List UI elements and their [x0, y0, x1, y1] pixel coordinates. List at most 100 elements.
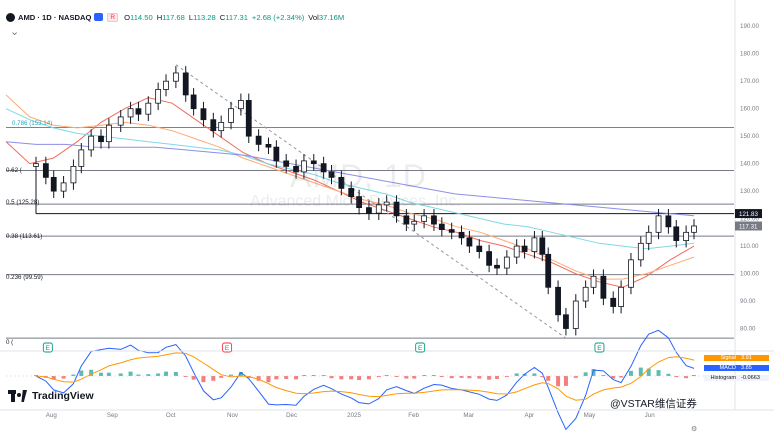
earnings-label: E — [597, 345, 602, 352]
candle-body-down — [265, 144, 272, 148]
price-tick-label: 170.00 — [740, 78, 759, 85]
candle — [348, 181, 355, 204]
candle-body-down — [458, 231, 465, 239]
candle-body-down — [476, 245, 483, 252]
macd-histogram-bar — [583, 372, 588, 376]
settings-gear-icon[interactable]: ⚙ — [691, 426, 698, 433]
earnings-marker: E — [42, 342, 53, 353]
candle — [582, 280, 589, 308]
macd-histogram-bar — [238, 371, 243, 376]
macd-histogram-bar — [532, 373, 537, 376]
candle-body-up — [421, 215, 428, 222]
tradingview-logo[interactable]: TradingView — [8, 390, 94, 402]
fib-label-0236: 0.236 (99.59) — [6, 274, 43, 281]
fib-label-0: 0 ( — [6, 339, 14, 346]
macd-histogram-bar — [321, 375, 326, 376]
candle-body-up — [301, 160, 307, 173]
macd-label: MACD — [704, 365, 738, 371]
low-label: L — [188, 12, 194, 22]
candles — [33, 66, 697, 336]
collapse-chevron-icon[interactable]: ⌄ — [10, 26, 20, 38]
time-tick-label: Dec — [286, 412, 297, 419]
candle — [494, 258, 500, 275]
candle — [448, 222, 455, 240]
macd-histogram-bar — [106, 372, 111, 376]
macd-histogram-bar — [34, 375, 38, 376]
candle — [78, 143, 85, 174]
macd-histogram-bar — [219, 376, 224, 378]
candle — [655, 208, 662, 240]
open-value: 114.50 — [130, 12, 153, 22]
low-value: 113.28 — [193, 12, 216, 22]
macd-histogram-bar — [201, 376, 206, 383]
candle-body-down — [545, 253, 552, 288]
candle — [431, 208, 437, 231]
candle-body-down — [563, 314, 569, 329]
candle — [421, 208, 428, 229]
candle — [255, 129, 262, 152]
time-tick-label: May — [584, 412, 597, 419]
candle — [513, 239, 520, 264]
time-tick-label: 2025 — [347, 412, 361, 419]
macd-histogram-bar — [674, 376, 679, 378]
candle — [210, 112, 217, 138]
candle-body-down — [328, 171, 335, 178]
macd-histogram-bar — [692, 375, 696, 376]
macd-histogram-bar — [173, 371, 178, 376]
candle — [637, 236, 644, 267]
candle-body-up — [618, 286, 625, 307]
candle-body-down — [255, 135, 262, 145]
candle — [458, 225, 465, 245]
macd-histogram-bar — [349, 376, 354, 380]
macd-histogram-bar — [51, 376, 56, 380]
histogram-label: Histogram — [704, 375, 738, 381]
macd-histogram-bar — [656, 370, 661, 376]
price-tick-label: 180.00 — [740, 51, 759, 58]
candle-body-down — [293, 165, 299, 173]
close-value: 117.31 — [225, 12, 248, 22]
return-badge[interactable]: R — [107, 12, 119, 22]
time-tick-label: Sep — [107, 412, 119, 419]
change-value: +2.68 (+2.34%) — [251, 12, 305, 22]
macd-histogram-bar — [376, 376, 381, 378]
symbol-title[interactable]: AMD · 1D · NASDAQ — [18, 12, 92, 22]
chart-header: AMD · 1D · NASDAQ R O114.50 H117.68 L113… — [6, 9, 348, 25]
candle — [117, 110, 124, 133]
macd-histogram-bar — [601, 375, 606, 376]
price-tag-box — [735, 209, 762, 219]
macd-histogram-bar — [514, 373, 519, 376]
candle-body-up — [513, 245, 520, 258]
candle — [237, 93, 244, 116]
earnings-marker: E — [222, 342, 233, 353]
price-tick-label: 140.00 — [740, 161, 759, 168]
candle-body-up — [218, 122, 225, 132]
candle — [98, 129, 104, 149]
macd-histogram-bar — [412, 376, 417, 379]
candle — [628, 252, 634, 295]
candle-body-up — [590, 275, 597, 288]
candle — [127, 101, 134, 124]
candle-body-down — [521, 245, 528, 252]
candle — [283, 154, 290, 174]
candle-body-up — [383, 201, 390, 206]
moving-average-slow — [5, 141, 695, 217]
candle-body-up — [572, 300, 579, 329]
fib-label-0786: 0.786 (153.14) — [12, 120, 53, 127]
earnings-badge — [42, 342, 53, 353]
candle-body-down — [555, 286, 561, 316]
candle-body-up — [228, 108, 234, 123]
candle — [486, 244, 493, 273]
time-axis: Aug Sep Oct Nov Dec 2025 Feb Mar Apr May Jun — [46, 412, 655, 419]
price-tick-label: 90.00 — [740, 298, 756, 305]
candle-body-down — [348, 187, 355, 198]
candle — [273, 140, 280, 168]
macd-histogram-bar — [89, 369, 94, 376]
price-tick-label: 160.00 — [740, 106, 759, 113]
macd-legend-histogram: Histogram -0.0663 — [704, 374, 769, 382]
candle-body-down — [600, 275, 607, 299]
earnings-label: E — [225, 345, 230, 352]
volume-label: Vol — [308, 12, 319, 22]
candle — [182, 66, 189, 102]
price-tick-label: 130.00 — [740, 188, 759, 195]
